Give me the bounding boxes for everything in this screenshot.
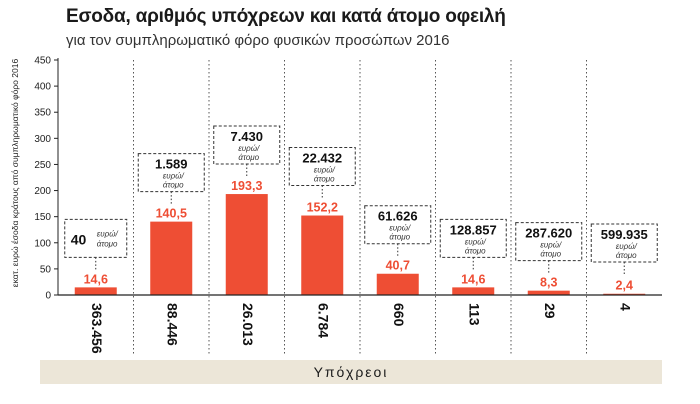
x-category-label: 4: [618, 303, 634, 311]
per-person-unit: άτομο: [238, 153, 259, 162]
y-tick-label: 300: [34, 134, 51, 145]
per-person-unit: άτομο: [616, 251, 637, 260]
per-person-unit: ευρώ/: [389, 224, 411, 233]
bar: [527, 290, 570, 295]
per-person-unit: ευρώ/: [616, 242, 638, 251]
bar-value-label: 2,4: [616, 279, 633, 293]
x-category-label: 6.784: [316, 303, 332, 338]
y-tick-label: 50: [40, 264, 52, 275]
x-category-label: 29: [542, 303, 558, 319]
per-person-unit: άτομο: [465, 246, 486, 255]
callout-box: [364, 205, 432, 245]
y-tick-label: 200: [34, 186, 51, 197]
bar: [150, 221, 193, 295]
x-category-label: 363.456: [89, 303, 105, 354]
bar-value-label: 40,7: [386, 259, 410, 273]
bar-value-label: 140,5: [156, 207, 187, 221]
callout-box: [288, 147, 356, 187]
y-tick-label: 0: [45, 291, 51, 302]
bar-value-label: 152,2: [307, 201, 338, 215]
per-person-unit: ευρώ/: [97, 229, 119, 238]
bar-value-label: 14,6: [84, 272, 108, 286]
per-person-unit: ευρώ/: [314, 166, 336, 175]
chart-subtitle: για τον συμπληρωματικό φόρο φυσικών προσ…: [66, 32, 450, 49]
callout-box: [64, 218, 128, 258]
x-axis-label: Υπόχρεοι: [40, 360, 662, 384]
per-person-amount: 61.626: [378, 209, 418, 224]
per-person-amount: 7.430: [230, 129, 263, 144]
per-person-amount: 128.857: [450, 222, 497, 237]
per-person-unit: άτομο: [540, 250, 561, 259]
bar: [603, 293, 646, 295]
x-category-label: 113: [467, 303, 483, 326]
x-category-label: 88.446: [165, 303, 181, 346]
callout-box: [515, 222, 583, 262]
bar: [225, 194, 268, 295]
y-tick-label: 250: [34, 160, 51, 171]
bar: [74, 287, 117, 295]
per-person-amount: 22.432: [302, 151, 342, 166]
per-person-amount: 599.935: [601, 227, 648, 242]
y-tick-label: 100: [34, 238, 51, 249]
y-tick-label: 150: [34, 212, 51, 223]
bar-value-label: 8,3: [540, 276, 557, 290]
callout-box: [590, 223, 658, 263]
bar: [301, 215, 344, 295]
y-tick-label: 450: [34, 56, 51, 67]
per-person-unit: άτομο: [163, 181, 184, 190]
chart-title: Εσοδα, αριθμός υπόχρεων και κατά άτομο ο…: [66, 6, 506, 27]
per-person-unit: ευρώ/: [540, 241, 562, 250]
bar-value-label: 193,3: [231, 179, 262, 193]
callout-box: [213, 125, 281, 165]
per-person-unit: άτομο: [314, 175, 335, 184]
callout-box: [137, 153, 205, 193]
per-person-unit: άτομο: [389, 233, 410, 242]
x-category-label: 660: [391, 303, 407, 327]
callout-box: [439, 218, 507, 258]
y-tick-label: 400: [34, 82, 51, 93]
per-person-unit: άτομο: [97, 239, 118, 248]
per-person-unit: ευρώ/: [238, 144, 260, 153]
y-tick-label: 350: [34, 108, 51, 119]
bar: [452, 287, 495, 295]
bar: [376, 273, 419, 295]
bar-value-label: 14,6: [461, 272, 485, 286]
x-category-label: 26.013: [240, 303, 256, 346]
per-person-amount: 1.589: [155, 157, 188, 172]
per-person-unit: ευρώ/: [163, 172, 185, 181]
per-person-amount: 40: [71, 231, 87, 247]
per-person-unit: ευρώ/: [465, 237, 487, 246]
per-person-amount: 287.620: [525, 226, 572, 241]
